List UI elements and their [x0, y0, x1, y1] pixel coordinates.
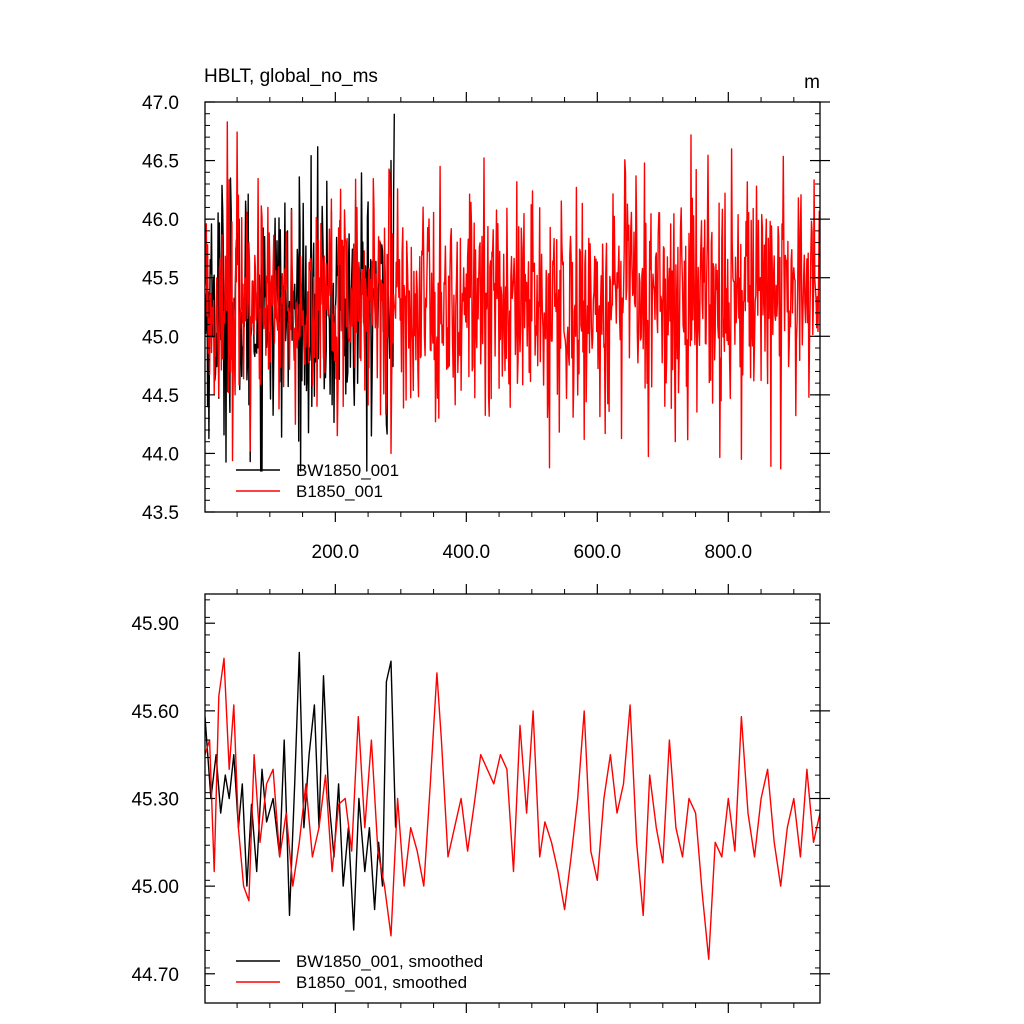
y-tick-label: 45.5 [142, 269, 179, 290]
y-tick-label: 44.5 [142, 386, 179, 407]
series-line-2 [205, 657, 820, 960]
legend-label: BW1850_001, smoothed [296, 952, 483, 971]
y-tick-label: 45.90 [131, 614, 179, 635]
x-tick-label: 400.0 [443, 542, 491, 563]
series-line-2 [205, 121, 820, 470]
bottom-ticks: 44.70 45.00 45.30 45.60 45.90 [131, 584, 830, 1013]
y-tick-label: 45.00 [131, 877, 179, 898]
units-label: m [804, 72, 820, 93]
y-tick-label: 46.0 [142, 210, 179, 231]
top-ticks: 43.5 44.0 44.5 45.0 45.5 46.0 46.5 47.0 200.0 400… [142, 92, 830, 563]
legend-label: B1850_001, smoothed [296, 973, 467, 992]
bottom-series-group [205, 651, 820, 960]
y-tick-label: 47.0 [142, 93, 179, 114]
y-tick-label: 44.70 [131, 965, 179, 986]
y-tick-label: 43.5 [142, 503, 179, 524]
x-tick-label: 800.0 [705, 542, 753, 563]
x-tick-label: 200.0 [312, 542, 360, 563]
top-plot-frame [204, 101, 821, 513]
bottom-panel: 44.70 45.00 45.30 45.60 45.90 BW1850_001, sm… [131, 584, 830, 1013]
top-series-group [205, 113, 820, 472]
y-tick-label: 44.0 [142, 444, 179, 465]
bottom-legend: BW1850_001, smoothed B1850_001, smoothed [236, 952, 483, 992]
top-legend: BW1850_001 B1850_001 [236, 461, 399, 501]
y-tick-label: 45.0 [142, 327, 179, 348]
top-panel: HBLT, global_no_ms m 43.5 44.0 44.5 45.0 45.… [142, 66, 830, 563]
y-tick-label: 45.60 [131, 702, 179, 723]
legend-label: B1850_001 [296, 482, 383, 501]
y-tick-label: 45.30 [131, 790, 179, 811]
y-tick-label: 46.5 [142, 152, 179, 173]
legend-label: BW1850_001 [296, 461, 399, 480]
x-tick-label: 600.0 [574, 542, 622, 563]
series-line-1 [205, 651, 397, 931]
chart-title: HBLT, global_no_ms [204, 66, 378, 87]
